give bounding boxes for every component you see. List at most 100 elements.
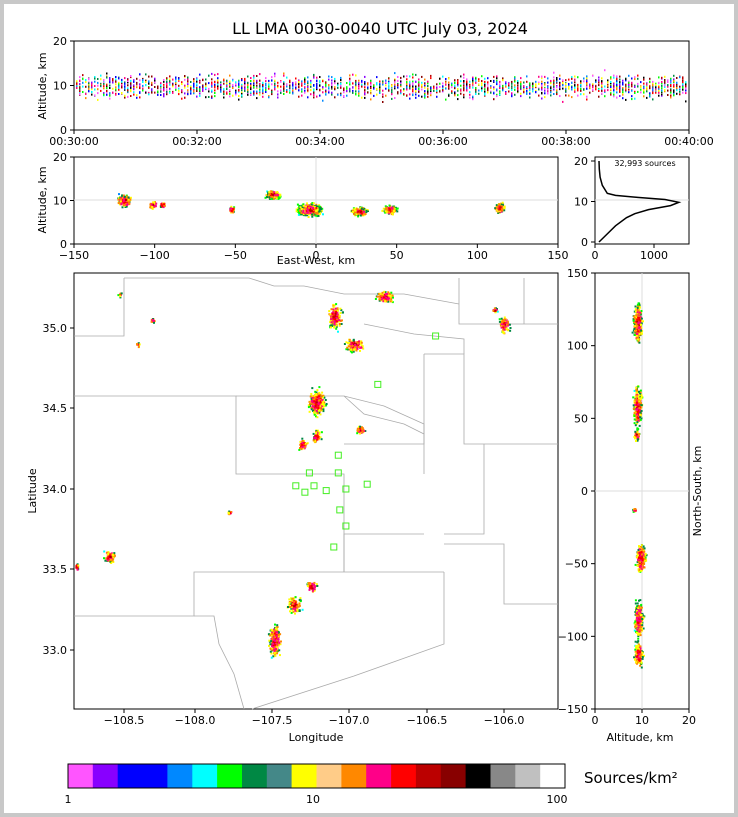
source-point [484, 80, 486, 83]
source-point [94, 94, 96, 97]
source-point [466, 80, 468, 83]
source-point [610, 85, 612, 88]
source-point [332, 309, 335, 312]
source-point [193, 84, 195, 87]
source-point [640, 86, 642, 89]
source-point [628, 82, 630, 85]
source-point [604, 69, 606, 72]
source-point [673, 94, 675, 97]
source-point [421, 88, 423, 91]
source-point [463, 76, 465, 79]
source-point [300, 213, 303, 216]
source-point [386, 293, 389, 295]
source-point [503, 205, 506, 208]
source-point [496, 95, 498, 98]
source-point [318, 431, 321, 434]
source-point [571, 88, 573, 91]
source-point [355, 74, 357, 77]
source-point [514, 84, 516, 87]
source-point [270, 652, 273, 655]
source-point [619, 82, 621, 85]
source-point [379, 86, 381, 89]
source-point [379, 292, 382, 295]
source-point [649, 93, 651, 96]
source-point [496, 310, 499, 313]
source-point [349, 80, 351, 83]
source-point [497, 209, 500, 212]
source-point [466, 89, 468, 92]
source-point [478, 83, 480, 86]
source-point [306, 214, 309, 217]
source-point [318, 399, 320, 402]
source-point [330, 316, 333, 319]
source-point [634, 85, 636, 88]
source-point [303, 446, 306, 449]
source-point [637, 82, 639, 85]
source-point [250, 80, 252, 82]
source-point [205, 78, 207, 81]
source-point [415, 90, 417, 93]
source-point [301, 80, 303, 83]
source-point [646, 86, 648, 89]
source-point [682, 80, 684, 82]
source-point [361, 85, 363, 88]
source-point [316, 95, 318, 98]
source-point [460, 89, 462, 92]
source-point [124, 87, 126, 90]
source-point [214, 83, 216, 86]
source-point [658, 94, 660, 97]
source-point [268, 95, 270, 98]
source-point [625, 78, 627, 81]
source-point [304, 89, 306, 92]
source-point [270, 640, 273, 643]
source-point [358, 90, 360, 93]
source-point [685, 81, 687, 84]
source-point [354, 209, 357, 212]
source-point [312, 210, 315, 213]
source-point [333, 322, 336, 325]
source-point [112, 91, 114, 94]
source-point [353, 208, 356, 211]
source-point [353, 348, 356, 351]
source-point [193, 89, 195, 92]
source-point [230, 207, 233, 210]
source-point [317, 407, 320, 409]
ew-ylabel: Altitude, km [36, 166, 49, 233]
source-point [112, 81, 114, 84]
source-point [318, 408, 321, 411]
source-point [391, 97, 393, 100]
source-point [424, 96, 426, 99]
source-point [323, 401, 326, 404]
source-point [500, 208, 503, 211]
source-point [388, 207, 391, 210]
source-point [640, 88, 642, 91]
source-point [384, 211, 387, 214]
source-point [319, 76, 321, 78]
source-point [406, 88, 408, 91]
source-point [266, 196, 268, 199]
source-point [679, 93, 681, 96]
source-point [136, 94, 138, 97]
source-point [181, 91, 183, 94]
source-point [508, 86, 510, 89]
source-point [406, 83, 408, 86]
ew-x-tick-label: 150 [548, 249, 569, 262]
source-point [379, 90, 381, 93]
source-point [214, 81, 216, 83]
source-point [379, 80, 381, 83]
source-point [303, 208, 306, 211]
source-point [268, 640, 271, 643]
source-point [415, 86, 417, 89]
source-point [193, 85, 195, 88]
source-point [123, 202, 126, 205]
source-point [364, 81, 366, 83]
source-point [88, 90, 90, 93]
source-point [658, 81, 660, 84]
source-point [91, 85, 93, 88]
source-point [109, 560, 112, 563]
source-point [118, 83, 120, 86]
source-point [574, 90, 576, 93]
source-point [504, 325, 507, 328]
source-point [390, 209, 393, 212]
source-point [353, 341, 356, 344]
